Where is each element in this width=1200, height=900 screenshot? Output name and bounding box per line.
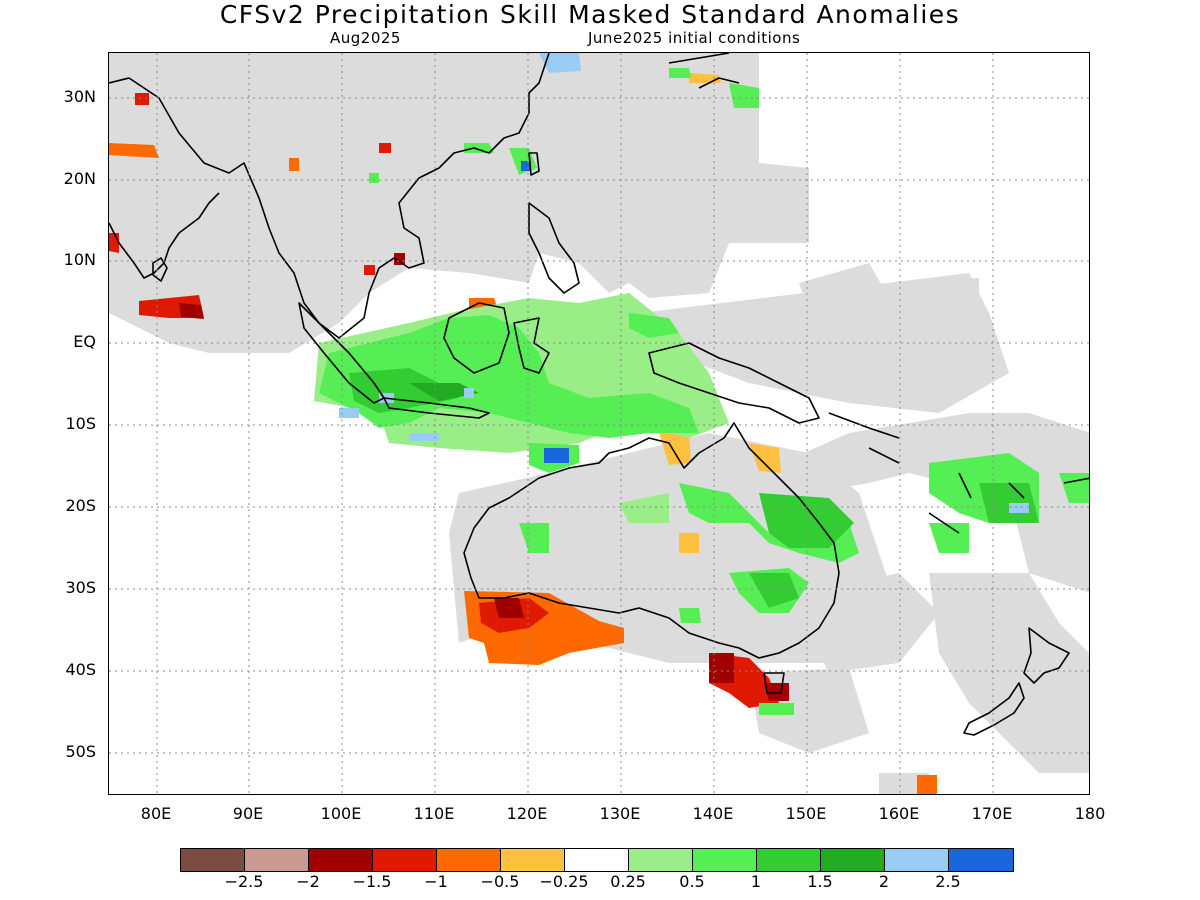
lon-label-120e: 120E [506,804,548,823]
tasmania [763,672,785,694]
color-bar-label: 1 [750,872,762,891]
lon-label-150e: 150E [785,804,827,823]
color-bar-label: 0.5 [679,872,705,891]
lon-label-80e: 80E [140,804,172,823]
lat-label-10n: 10N [63,250,96,269]
color-bar-label: 2.5 [935,872,961,891]
lat-label-30n: 30N [63,87,96,106]
australia-coast [463,422,840,659]
color-bar-swatch [501,849,565,871]
color-bar-label: −2 [296,872,320,891]
graticule [109,53,1089,794]
color-bar-label: 2 [878,872,890,891]
color-bar-swatch [309,849,373,871]
new-guinea [648,342,820,424]
grey-mask-regions [109,53,1089,794]
color-bar-swatch [181,849,245,871]
color-bar-swatch [437,849,501,871]
lon-label-110e: 110E [413,804,455,823]
philippines [528,202,580,294]
sri-lanka [152,257,168,282]
color-bar-label: −2.5 [224,872,264,891]
new-zealand-south [963,682,1025,736]
lon-label-160e: 160E [878,804,920,823]
new-caledonia [928,512,960,534]
color-bar-label: −0.5 [480,872,520,891]
lat-label-30s: 30S [65,578,96,597]
solomon-islands [828,412,900,464]
lon-label-100e: 100E [320,804,362,823]
lat-label-20s: 20S [65,496,96,515]
vanuatu-fiji [958,472,1089,499]
color-bar-swatch [757,849,821,871]
lon-label-170e: 170E [971,804,1013,823]
positive-anomalies [314,53,1089,715]
color-bar [180,848,1014,872]
borneo [443,302,510,374]
sulawesi [513,317,550,374]
color-bar-swatch [373,849,437,871]
lon-label-180: 180 [1074,804,1106,823]
forecast-month: Aug2025 [330,29,401,47]
color-bar-label: −1.5 [352,872,392,891]
anomaly-map [109,53,1089,794]
lon-label-90e: 90E [232,804,264,823]
coastlines [109,53,1089,736]
color-bar-label: −1 [424,872,448,891]
taiwan [528,152,540,176]
japan [668,53,740,89]
negative-anomalies [109,73,937,794]
color-bar-label: −0.25 [539,872,589,891]
asia-mainland-coast [109,53,550,339]
lon-label-130e: 130E [599,804,641,823]
initial-conditions: June2025 initial conditions [588,29,801,47]
color-bar-swatch [949,849,1013,871]
new-zealand-north [1023,627,1070,684]
color-bar-swatch [565,849,629,871]
color-bar-label: 0.25 [610,872,646,891]
lat-label-40s: 40S [65,660,96,679]
color-bar-swatch [629,849,693,871]
lon-label-140e: 140E [692,804,734,823]
map-title: CFSv2 Precipitation Skill Masked Standar… [219,0,961,29]
lat-label-10s: 10S [65,414,96,433]
color-bar-swatch [821,849,885,871]
lat-label-20n: 20N [63,169,96,188]
lat-label-eq: EQ [73,332,96,351]
color-bar-swatch [885,849,949,871]
map-plot-area [108,52,1090,795]
color-bar-label: 1.5 [807,872,833,891]
sumatra [298,302,385,404]
color-bar-swatch [693,849,757,871]
lat-label-50s: 50S [65,742,96,761]
color-bar-swatch [245,849,309,871]
java [383,397,490,419]
